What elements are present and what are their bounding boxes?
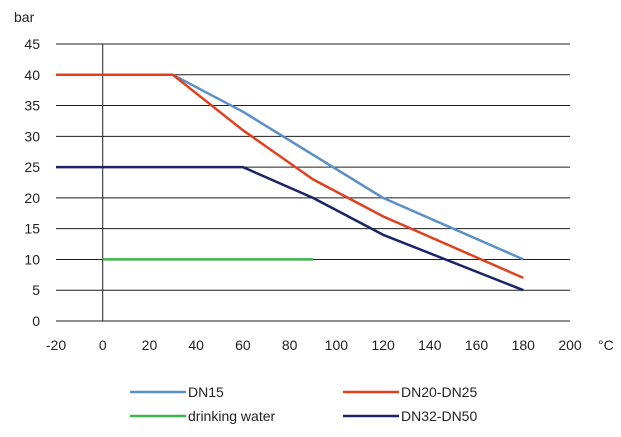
x-tick-label: 180 xyxy=(512,337,536,353)
x-tick-label: 120 xyxy=(371,337,395,353)
legend-label: DN20-DN25 xyxy=(401,384,477,400)
y-tick-label: 20 xyxy=(24,190,40,206)
y-tick-label: 45 xyxy=(24,36,40,52)
legend-item: DN32-DN50 xyxy=(343,408,477,424)
x-tick-label: 20 xyxy=(142,337,158,353)
legend-label: DN15 xyxy=(188,384,224,400)
y-tick-label: 25 xyxy=(24,159,40,175)
axis-layer: 0 5 10 15 20 25 30 35 40 45 -20 0 20 40 60 80 100 120 140 1… xyxy=(24,36,581,353)
y-axis-unit-label: bar xyxy=(14,9,35,25)
legend-item: DN15 xyxy=(130,384,224,400)
x-tick-label: -20 xyxy=(46,337,66,353)
legend: DN15 DN20-DN25 drinking water DN32-DN50 xyxy=(130,384,477,424)
legend-item: drinking water xyxy=(130,408,275,424)
legend-label: DN32-DN50 xyxy=(401,408,477,424)
x-tick-label: 200 xyxy=(558,337,582,353)
series-line-3 xyxy=(56,165,524,292)
x-tick-label: 60 xyxy=(235,337,251,353)
legend-label: drinking water xyxy=(188,408,275,424)
x-tick-label: 0 xyxy=(99,337,107,353)
y-tick-label: 35 xyxy=(24,98,40,114)
y-tick-label: 40 xyxy=(24,67,40,83)
x-tick-label: 100 xyxy=(325,337,349,353)
x-tick-label: 140 xyxy=(418,337,442,353)
series-layer xyxy=(56,73,524,292)
y-tick-label: 15 xyxy=(24,221,40,237)
x-tick-label: 160 xyxy=(465,337,489,353)
x-tick-label: 80 xyxy=(282,337,298,353)
y-tick-label: 0 xyxy=(32,313,40,329)
legend-item: DN20-DN25 xyxy=(343,384,477,400)
x-tick-label: 40 xyxy=(188,337,204,353)
y-tick-label: 30 xyxy=(24,128,40,144)
x-axis-unit-label: °C xyxy=(598,337,614,353)
series-line-1 xyxy=(56,73,524,280)
y-tick-label: 10 xyxy=(24,251,40,267)
y-tick-label: 5 xyxy=(32,282,40,298)
